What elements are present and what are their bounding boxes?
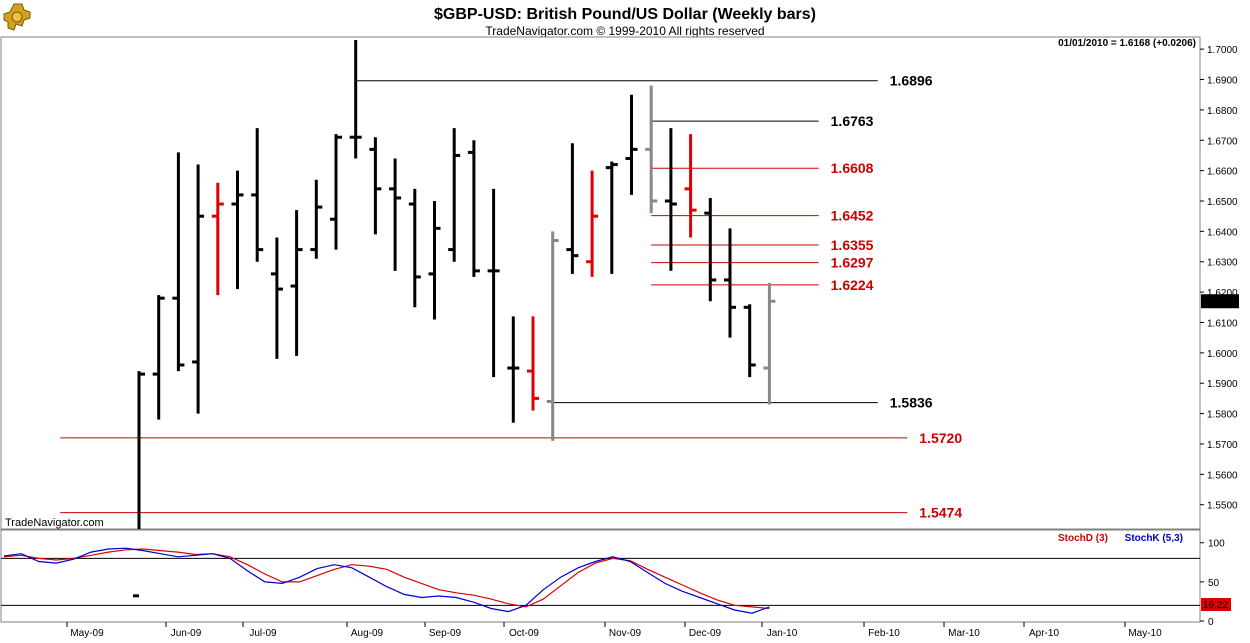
price-tick-label: 1.5700 <box>1207 440 1238 451</box>
ohlc-bar <box>389 158 402 271</box>
chart-title: $GBP-USD: British Pound/US Dollar (Weekl… <box>434 6 816 23</box>
level-label: 1.5720 <box>919 430 962 446</box>
stoch-lines <box>3 547 770 614</box>
date-tick-label: Apr-10 <box>1029 628 1059 639</box>
level-lines: 1.6896 1.6763 1.6608 1.6452 1.6355 1.6297 1.62… <box>60 73 962 521</box>
date-tick-label: Jan-10 <box>767 628 798 639</box>
ohlc-bar <box>349 40 362 159</box>
level-label: 1.6355 <box>831 237 874 253</box>
date-tick-label: Jun-09 <box>171 628 202 639</box>
tradenavigator-logo <box>3 3 31 31</box>
stoch-panel-frame <box>0 529 1201 623</box>
ohlc-bar <box>566 143 579 274</box>
level-label: 1.6763 <box>831 113 874 129</box>
ohlc-bar <box>684 134 697 238</box>
date-tick-label: Nov-09 <box>609 628 642 639</box>
ohlc-bar <box>290 210 303 356</box>
level-label: 1.6608 <box>831 160 874 176</box>
date-tick-label: Jul-09 <box>249 628 277 639</box>
svg-text:16.22: 16.22 <box>1203 600 1228 611</box>
ohlc-bar <box>448 128 461 262</box>
ohlc-bar <box>231 170 244 290</box>
stoch-k-line <box>3 547 770 614</box>
price-panel-frame <box>0 36 1201 530</box>
price-badge: 1.6168 <box>1201 294 1239 309</box>
stoch-axis: 100 50 0 <box>1 539 1225 628</box>
price-axis: 1.5500 1.5600 1.5700 1.5800 1.5900 1.6000 1.61… <box>1200 45 1238 512</box>
price-tick-label: 1.6200 <box>1207 288 1238 299</box>
ohlc-bar <box>428 201 441 320</box>
price-tick-label: 1.5900 <box>1207 379 1238 390</box>
watermark-text: TradeNavigator.com <box>5 517 104 529</box>
stoch-k-legend: StochK (5,3) <box>1125 533 1183 544</box>
ohlc-bar <box>605 161 618 274</box>
ohlc-bar <box>172 152 185 372</box>
level-label: 1.5836 <box>890 395 933 411</box>
ohlc-bar <box>664 128 677 271</box>
ohlc-bar <box>310 179 323 259</box>
date-tick-label: Sep-09 <box>429 628 462 639</box>
ohlc-bar <box>152 295 165 420</box>
date-tick-label: May-09 <box>70 628 104 639</box>
price-bars <box>133 40 776 598</box>
ohlc-bar <box>133 371 145 598</box>
ohlc-bar <box>408 188 421 308</box>
last-quote-readout: 01/01/2010 = 1.6168 (+0.0206) <box>1058 38 1196 49</box>
ohlc-bar <box>211 182 224 296</box>
svg-text:1.6168: 1.6168 <box>1203 297 1234 308</box>
stoch-badge: 16.22 <box>1201 598 1231 611</box>
ohlc-bar <box>251 128 264 262</box>
ohlc-bar <box>704 197 717 302</box>
ohlc-bar <box>625 94 638 195</box>
stoch-d-legend: StochD (3) <box>1058 533 1108 544</box>
ohlc-bar <box>527 316 539 411</box>
price-tick-label: 1.6600 <box>1207 167 1238 178</box>
date-tick-label: May-10 <box>1128 628 1162 639</box>
ohlc-bar <box>330 134 342 250</box>
ohlc-bar <box>369 137 382 235</box>
stoch-tick-label: 50 <box>1208 578 1220 589</box>
level-label: 1.5474 <box>919 505 962 521</box>
level-label: 1.6224 <box>831 277 874 293</box>
ohlc-bar <box>467 140 480 277</box>
price-tick-label: 1.6500 <box>1207 197 1238 208</box>
date-tick-label: Feb-10 <box>868 628 900 639</box>
price-tick-label: 1.5600 <box>1207 470 1238 481</box>
ohlc-bar <box>724 228 736 338</box>
ohlc-bar <box>546 231 559 441</box>
level-label: 1.6896 <box>890 73 933 89</box>
chart-subtitle: TradeNavigator.com © 1999-2010 All right… <box>485 24 764 38</box>
price-tick-label: 1.6800 <box>1207 106 1238 117</box>
price-tick-label: 1.6400 <box>1207 227 1238 238</box>
ohlc-bar <box>192 164 205 414</box>
ohlc-bar <box>586 170 599 277</box>
date-tick-label: Aug-09 <box>351 628 384 639</box>
price-tick-label: 1.5500 <box>1207 501 1238 512</box>
price-tick-label: 1.7000 <box>1207 45 1238 56</box>
ohlc-bar <box>507 316 520 423</box>
stoch-tick-label: 0 <box>1208 617 1214 628</box>
date-tick-label: Mar-10 <box>948 628 980 639</box>
price-tick-label: 1.6900 <box>1207 76 1238 87</box>
date-axis: May-09 Jun-09 Jul-09 Aug-09 Sep-09 Oct-09 Nov-… <box>66 622 1162 639</box>
date-tick-label: Dec-09 <box>689 628 722 639</box>
ohlc-bar <box>743 304 756 378</box>
price-tick-label: 1.5800 <box>1207 410 1238 421</box>
date-tick-label: Oct-09 <box>509 628 539 639</box>
price-tick-label: 1.6300 <box>1207 258 1238 269</box>
level-label: 1.6452 <box>831 208 874 224</box>
stoch-tick-label: 100 <box>1208 539 1225 550</box>
ohlc-bar <box>763 283 776 405</box>
level-label: 1.6297 <box>831 255 874 271</box>
price-tick-label: 1.6000 <box>1207 349 1238 360</box>
ohlc-bar <box>487 188 500 378</box>
price-tick-label: 1.6100 <box>1207 318 1238 329</box>
ohlc-bar <box>270 237 283 359</box>
ohlc-bar <box>645 85 658 214</box>
price-tick-label: 1.6700 <box>1207 136 1238 147</box>
